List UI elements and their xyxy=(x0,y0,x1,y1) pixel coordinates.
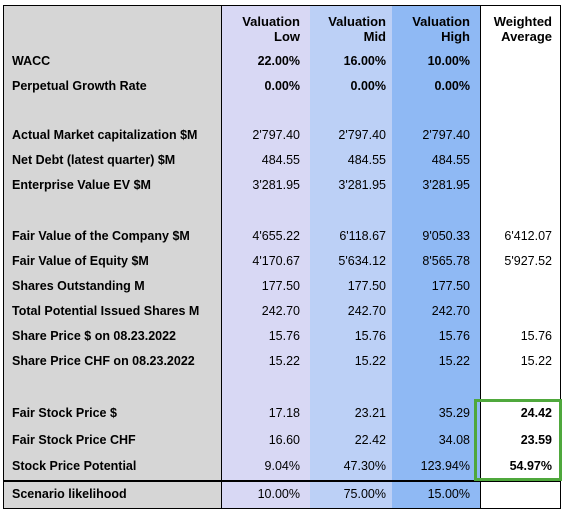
cell-high: 34.08 xyxy=(438,433,470,447)
cell-mid: 3'281.95 xyxy=(338,178,386,192)
cell-low: 242.70 xyxy=(261,304,300,318)
cell-mid: 22.42 xyxy=(354,433,386,447)
cell-weighted-average: 23.59 xyxy=(520,433,552,447)
header-valuation-high: Valuation High xyxy=(412,14,470,44)
row-label: Fair Value of Equity $M xyxy=(12,254,149,268)
cell-low: 22.00% xyxy=(257,54,300,68)
cell-high: 242.70 xyxy=(431,304,470,318)
table-row-enterprise-value: Enterprise Value EV $M 3'281.95 3'281.95… xyxy=(0,176,565,196)
scenario-separator xyxy=(4,480,560,482)
cell-weighted-average: 54.97% xyxy=(509,459,552,473)
cell-high: 8'565.78 xyxy=(422,254,470,268)
cell-mid: 15.76 xyxy=(354,329,386,343)
cell-low: 0.00% xyxy=(264,79,300,93)
table-row-fair-value-equity: Fair Value of Equity $M 4'170.67 5'634.1… xyxy=(0,252,565,272)
row-label: Share Price CHF on 08.23.2022 xyxy=(12,354,195,368)
cell-low: 15.22 xyxy=(268,354,300,368)
cell-mid: 177.50 xyxy=(347,279,386,293)
cell-weighted-average: 15.76 xyxy=(520,329,552,343)
row-label: Enterprise Value EV $M xyxy=(12,178,151,192)
cell-low: 10.00% xyxy=(257,487,300,501)
cell-low: 177.50 xyxy=(261,279,300,293)
header-valuation-low: Valuation Low xyxy=(242,14,300,44)
table-row-share-price-usd: Share Price $ on 08.23.2022 15.76 15.76 … xyxy=(0,327,565,347)
cell-weighted-average: 5'927.52 xyxy=(504,254,552,268)
table-row-stock-price-potential: Stock Price Potential 9.04% 47.30% 123.9… xyxy=(0,457,565,477)
cell-low: 484.55 xyxy=(261,153,300,167)
valuation-mid-column-bg xyxy=(310,6,392,508)
weighted-result-highlight xyxy=(474,399,562,481)
cell-high: 10.00% xyxy=(427,54,470,68)
cell-mid: 484.55 xyxy=(347,153,386,167)
row-label: Shares Outstanding M xyxy=(12,279,145,293)
table-row-market-cap: Actual Market capitalization $M 2'797.40… xyxy=(0,126,565,146)
valuation-high-column-bg xyxy=(392,6,480,508)
table-row-perpetual-growth: Perpetual Growth Rate 0.00% 0.00% 0.00% xyxy=(0,77,565,97)
cell-low: 16.60 xyxy=(268,433,300,447)
cell-high: 0.00% xyxy=(434,79,470,93)
table-row-net-debt: Net Debt (latest quarter) $M 484.55 484.… xyxy=(0,151,565,171)
cell-high: 9'050.33 xyxy=(422,229,470,243)
row-label: WACC xyxy=(12,54,51,68)
table-row-fair-value-company: Fair Value of the Company $M 4'655.22 6'… xyxy=(0,227,565,247)
cell-mid: 75.00% xyxy=(343,487,386,501)
cell-low: 17.18 xyxy=(268,406,300,420)
cell-mid: 6'118.67 xyxy=(339,229,386,243)
label-column-bg xyxy=(4,6,222,508)
cell-high: 15.00% xyxy=(427,487,470,501)
table-row-fair-stock-price-usd: Fair Stock Price $ 17.18 23.21 35.29 24.… xyxy=(0,404,565,424)
cell-mid: 47.30% xyxy=(343,459,386,473)
cell-mid: 2'797.40 xyxy=(338,128,386,142)
cell-high: 177.50 xyxy=(431,279,470,293)
column-divider xyxy=(221,6,222,508)
cell-high: 2'797.40 xyxy=(422,128,470,142)
valuation-low-column-bg xyxy=(222,6,310,508)
cell-mid: 15.22 xyxy=(354,354,386,368)
cell-mid: 5'634.12 xyxy=(338,254,386,268)
column-divider xyxy=(480,6,481,508)
cell-low: 2'797.40 xyxy=(252,128,300,142)
table-row-total-potential-shares: Total Potential Issued Shares M 242.70 2… xyxy=(0,302,565,322)
table-row-wacc: WACC 22.00% 16.00% 10.00% xyxy=(0,52,565,72)
row-label: Fair Value of the Company $M xyxy=(12,229,190,243)
row-label: Stock Price Potential xyxy=(12,459,137,473)
cell-mid: 23.21 xyxy=(354,406,386,420)
cell-high: 3'281.95 xyxy=(422,178,470,192)
cell-mid: 0.00% xyxy=(350,79,386,93)
cell-weighted-average: 24.42 xyxy=(520,406,552,420)
cell-low: 4'170.67 xyxy=(252,254,300,268)
cell-weighted-average: 6'412.07 xyxy=(504,229,552,243)
header-valuation-mid: Valuation Mid xyxy=(328,14,386,44)
cell-weighted-average: 15.22 xyxy=(520,354,552,368)
row-label: Perpetual Growth Rate xyxy=(12,79,147,93)
row-label: Total Potential Issued Shares M xyxy=(12,304,200,318)
row-label: Net Debt (latest quarter) $M xyxy=(12,153,176,167)
cell-high: 484.55 xyxy=(431,153,470,167)
row-label: Share Price $ on 08.23.2022 xyxy=(12,329,176,343)
cell-low: 4'655.22 xyxy=(252,229,300,243)
cell-mid: 16.00% xyxy=(343,54,386,68)
cell-low: 3'281.95 xyxy=(252,178,300,192)
cell-mid: 242.70 xyxy=(347,304,386,318)
table-row-fair-stock-price-chf: Fair Stock Price CHF 16.60 22.42 34.08 2… xyxy=(0,431,565,451)
cell-high: 123.94% xyxy=(420,459,470,473)
cell-high: 15.22 xyxy=(438,354,470,368)
table-row-scenario-likelihood: Scenario likelihood 10.00% 75.00% 15.00% xyxy=(0,485,565,505)
cell-low: 9.04% xyxy=(264,459,300,473)
valuation-table xyxy=(3,5,561,509)
table-row-shares-outstanding: Shares Outstanding M 177.50 177.50 177.5… xyxy=(0,277,565,297)
cell-high: 35.29 xyxy=(438,406,470,420)
row-label: Fair Stock Price CHF xyxy=(12,433,136,447)
row-label: Fair Stock Price $ xyxy=(12,406,117,420)
cell-high: 15.76 xyxy=(438,329,470,343)
row-label: Actual Market capitalization $M xyxy=(12,128,198,142)
row-label: Scenario likelihood xyxy=(12,487,127,501)
header-weighted-average: Weighted Average xyxy=(493,14,552,44)
cell-low: 15.76 xyxy=(268,329,300,343)
table-row-share-price-chf: Share Price CHF on 08.23.2022 15.22 15.2… xyxy=(0,352,565,372)
